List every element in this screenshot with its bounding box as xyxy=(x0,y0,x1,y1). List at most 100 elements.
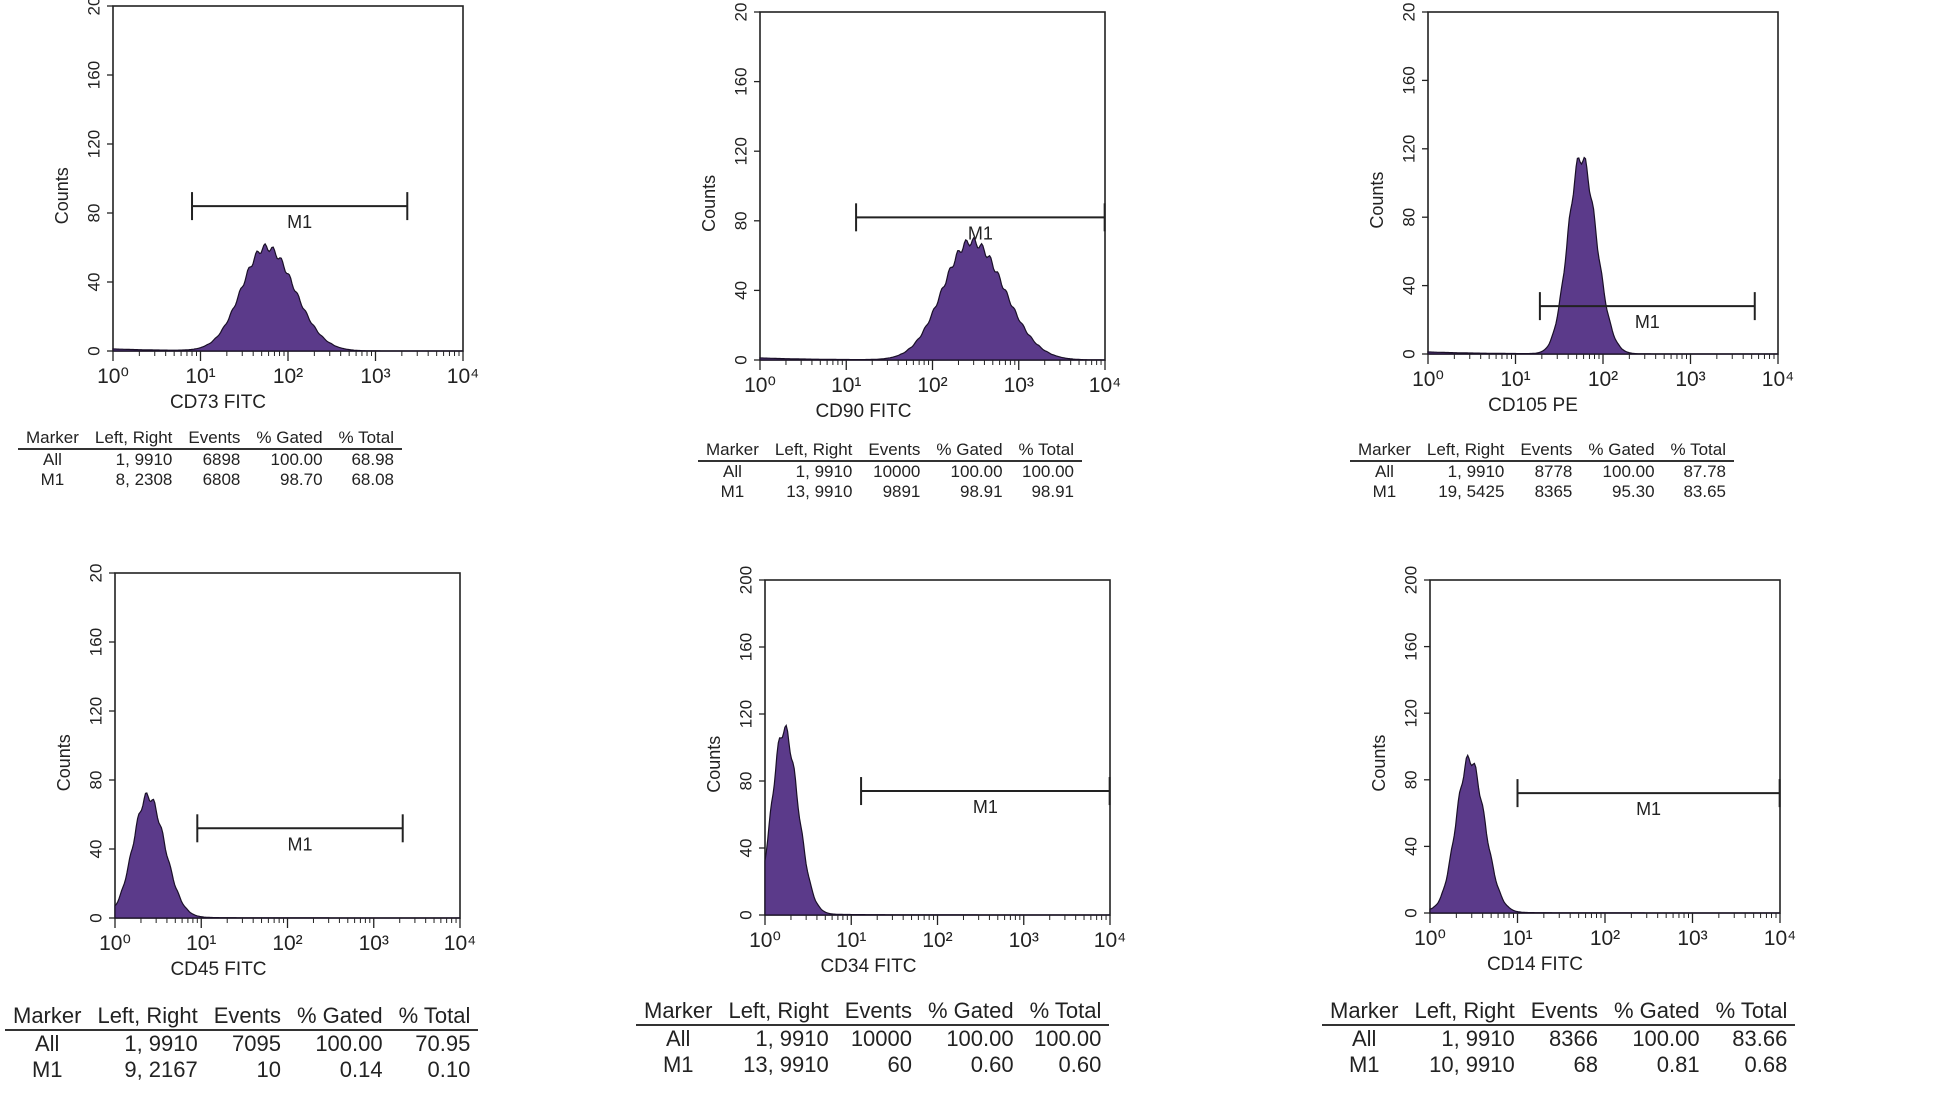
table-cell: 1, 9910 xyxy=(795,462,853,481)
y-tick-label: 20 xyxy=(1399,3,1418,22)
y-tick-label: 40 xyxy=(86,840,105,859)
table-header: Marker xyxy=(1330,998,1399,1023)
x-tick-label: 10² xyxy=(1590,927,1620,950)
table-cell: 70.95 xyxy=(415,1031,471,1056)
table-cell: M1 xyxy=(662,1052,694,1077)
table-row: All 1, 9910 6898 100.00 68.98 xyxy=(18,449,402,470)
y-tick-label: 120 xyxy=(736,700,755,728)
table-header: % Total xyxy=(338,428,394,447)
x-axis-label: CD90 FITC xyxy=(815,401,911,422)
table-cell: 60 xyxy=(887,1052,912,1077)
y-axis-label: Counts xyxy=(1367,172,1387,229)
table-cell: 0.60 xyxy=(970,1052,1014,1077)
y-tick-label: 80 xyxy=(731,211,750,230)
table-cell: 100.00 xyxy=(270,450,323,469)
table-cell: All xyxy=(666,1026,691,1051)
y-tick-label: 80 xyxy=(1401,770,1420,789)
stats-table-cd45: Marker Left, Right Events% Gated% Total All… xyxy=(5,1003,479,1083)
histogram-area xyxy=(114,792,460,919)
y-tick-label: 120 xyxy=(731,137,750,165)
table-cell: 10, 9910 xyxy=(1429,1052,1515,1077)
table-header: % Gated xyxy=(928,998,1014,1023)
histogram-cd34: 0 40 80 120 160 200 Counts 10⁰ 10¹ 10² 10³ 10⁴ CD34 … xyxy=(704,566,1126,977)
stats-table-cd105: Marker Left, Right Events % Gated % Total All… xyxy=(1350,440,1734,502)
table-cell: 1, 9910 xyxy=(115,450,173,469)
y-tick-label: 40 xyxy=(736,839,755,858)
x-axis-label: CD73 FITC xyxy=(170,392,266,413)
table-cell: 0.14 xyxy=(339,1057,383,1082)
table-header: Left, Right xyxy=(774,440,853,459)
table-cell: 100.00 xyxy=(1602,462,1655,481)
table-cell: 7095 xyxy=(232,1031,281,1056)
table-cell: 19, 5425 xyxy=(1438,482,1505,501)
table-header: % Total xyxy=(1670,440,1726,459)
y-tick-label: 160 xyxy=(84,61,103,89)
table-cell: 0.10 xyxy=(427,1057,471,1082)
table-row: M1 9, 2167 10 0.14 0.10 xyxy=(5,1057,478,1083)
table-cell: 100.00 xyxy=(946,1026,1014,1051)
table-cell: All xyxy=(1352,1026,1377,1051)
marker-label: M1 xyxy=(1636,799,1661,819)
y-axis-label: Counts xyxy=(52,167,72,224)
table-cell: M1 xyxy=(40,470,65,489)
table-cell: 13, 9910 xyxy=(786,482,853,501)
x-tick-label: 10⁰ xyxy=(749,929,781,952)
table-header: Marker xyxy=(706,440,759,459)
y-tick-label: 0 xyxy=(1399,349,1418,358)
x-tick-label: 10⁴ xyxy=(447,365,479,388)
table-cell: 68.98 xyxy=(351,450,394,469)
x-tick-label: 10¹ xyxy=(1502,927,1532,950)
table-header: Marker xyxy=(1358,440,1411,459)
table-cell: 87.78 xyxy=(1683,462,1726,481)
table-cell: 68.08 xyxy=(351,470,394,489)
y-tick-label: 120 xyxy=(84,130,103,158)
table-cell: 10 xyxy=(256,1057,281,1082)
table-cell: 100.00 xyxy=(950,462,1003,481)
table-row: M1 13, 9910 9891 98.91 98.91 xyxy=(698,482,1082,502)
x-tick-label: 10² xyxy=(273,365,303,388)
marker-label: M1 xyxy=(968,223,993,243)
table-cell: 100.00 xyxy=(1632,1026,1700,1051)
y-tick-label: 160 xyxy=(731,67,750,95)
table-cell: 1, 9910 xyxy=(1447,462,1505,481)
y-tick-label: 80 xyxy=(1399,208,1418,227)
table-cell: 98.70 xyxy=(280,470,323,489)
x-tick-label: 10³ xyxy=(359,932,389,955)
table-cell: 83.65 xyxy=(1683,482,1726,501)
y-tick-label: 80 xyxy=(86,771,105,790)
histogram-cd90: 0 40 80 120 160 20 Counts 10⁰ 10¹ 10² 10³ 10⁴ CD90 F… xyxy=(699,3,1121,422)
y-axis-label: Counts xyxy=(1369,735,1389,792)
y-tick-label: 20 xyxy=(86,564,105,583)
table-header: Left, Right xyxy=(1426,440,1505,459)
table-row: M1 8, 2308 6808 98.70 68.08 xyxy=(18,470,402,490)
x-tick-label: 10² xyxy=(917,374,947,397)
y-tick-label: 120 xyxy=(86,697,105,725)
x-tick-label: 10⁴ xyxy=(1762,368,1794,391)
table-cell: 6808 xyxy=(202,470,241,489)
table-row: M1 10, 9910 68 0.81 0.68 xyxy=(1322,1052,1795,1078)
table-header: Events xyxy=(1530,998,1598,1023)
table-cell: All xyxy=(723,462,742,481)
x-tick-label: 10¹ xyxy=(186,932,216,955)
table-header: % Gated xyxy=(1614,998,1700,1023)
x-tick-label: 10⁰ xyxy=(99,932,131,955)
table-header: % Gated xyxy=(1588,440,1655,459)
table-cell: 10000 xyxy=(850,1026,912,1051)
table-header: Events xyxy=(213,1003,281,1028)
table-cell: 1, 9910 xyxy=(1441,1026,1515,1051)
histogram-area xyxy=(764,723,1110,916)
histogram-area xyxy=(759,236,1105,361)
y-tick-label: 80 xyxy=(84,204,103,223)
table-cell: 8778 xyxy=(1534,462,1573,481)
table-cell: All xyxy=(43,450,62,469)
table-cell: 9891 xyxy=(882,482,921,501)
x-axis-label: CD105 PE xyxy=(1488,395,1578,416)
y-tick-label: 80 xyxy=(736,772,755,791)
x-tick-label: 10¹ xyxy=(185,365,215,388)
table-cell: All xyxy=(35,1031,60,1056)
stats-table-cd90: Marker Left, Right Events % Gated % Total All… xyxy=(698,440,1082,502)
table-header: Left, Right xyxy=(94,428,173,447)
table-cell: 100.00 xyxy=(1034,1026,1102,1051)
plot-frame xyxy=(759,11,1106,361)
marker-label: M1 xyxy=(288,834,313,854)
